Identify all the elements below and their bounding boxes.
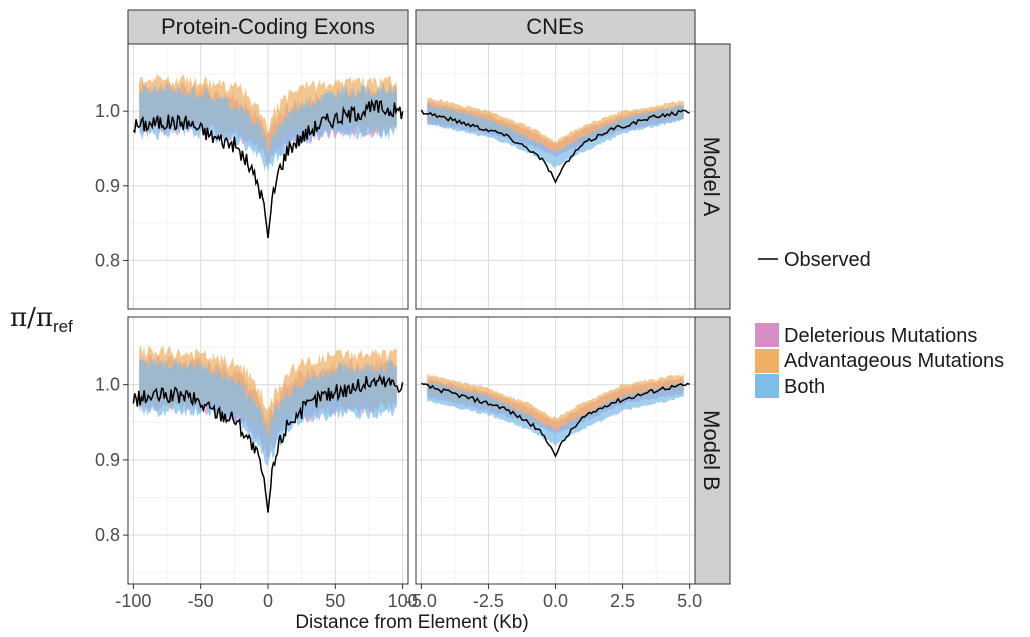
panel-border — [415, 43, 696, 310]
x-tick-label: 5.0 — [677, 591, 702, 611]
strip-label-model-a: Model A — [699, 137, 724, 217]
x-tick-label: -100 — [115, 591, 151, 611]
legend-label-both: Both — [784, 376, 825, 398]
strip-col-1: CNEs — [415, 9, 696, 45]
band-both — [427, 381, 684, 446]
observed-line — [132, 98, 404, 239]
svg-text:π/πref: π/πref — [10, 303, 73, 336]
band-advantageous-mutations — [427, 373, 684, 431]
x-tick-label: 50 — [325, 591, 345, 611]
y-axis-title-sub: ref — [53, 317, 73, 336]
panel-r1-c1 — [415, 316, 696, 585]
panels — [127, 43, 696, 585]
legend: Observed Deleterious Mutations Advantage… — [755, 249, 1004, 398]
panel-r0-c0 — [127, 43, 409, 310]
band-both — [427, 104, 684, 168]
x-tick-label: -2.5 — [473, 591, 504, 611]
strip-label-protein-coding-exons: Protein-Coding Exons — [161, 14, 375, 39]
y-tick-label: 1.0 — [95, 375, 120, 395]
observed-line — [420, 109, 690, 184]
x-ticks: -100 -50 0 50 100-5.0 -2.5 0.0 2.5 5.0 — [115, 584, 702, 611]
x-tick-label: 2.5 — [610, 591, 635, 611]
strip-col-0: Protein-Coding Exons — [127, 9, 409, 45]
x-axis-title: Distance from Element (Kb) — [295, 612, 528, 633]
x-tick-label: 0.0 — [543, 591, 568, 611]
x-tick-label: -5.0 — [406, 591, 437, 611]
legend-key-deleterious — [755, 323, 779, 347]
legend-label-observed: Observed — [784, 249, 871, 271]
x-tick-label: 100 — [388, 591, 418, 611]
y-tick-label: 0.8 — [95, 525, 120, 545]
strip-label-cnes: CNEs — [526, 14, 583, 39]
panel-border — [127, 43, 409, 310]
y-tick-label: 1.0 — [95, 101, 120, 121]
band-both — [139, 356, 397, 466]
x-tick-label: 0 — [263, 591, 273, 611]
legend-label-advantageous: Advantageous Mutations — [784, 350, 1004, 372]
strip-row-1: Model B — [694, 316, 731, 585]
y-tick-label: 0.8 — [95, 250, 120, 270]
y-tick-label: 0.9 — [95, 176, 120, 196]
y-axis-title: π/πref — [10, 303, 73, 336]
panel-r0-c1 — [415, 43, 696, 310]
strip-row-0: Model A — [694, 43, 731, 310]
y-axis-title-main: π/π — [10, 303, 53, 333]
legend-key-advantageous — [755, 349, 779, 373]
y-tick-label: 0.9 — [95, 450, 120, 470]
band-both — [139, 83, 397, 174]
observed-line — [132, 373, 404, 513]
legend-key-both — [755, 374, 779, 398]
observed-line — [421, 382, 690, 458]
legend-label-deleterious: Deleterious Mutations — [784, 325, 977, 347]
x-tick-label: -50 — [188, 591, 214, 611]
y-ticks: 0.8 0.9 1.0 0.8 0.9 1.0 — [95, 101, 128, 545]
strip-label-model-b: Model B — [699, 410, 724, 491]
panel-r1-c0 — [127, 316, 409, 585]
